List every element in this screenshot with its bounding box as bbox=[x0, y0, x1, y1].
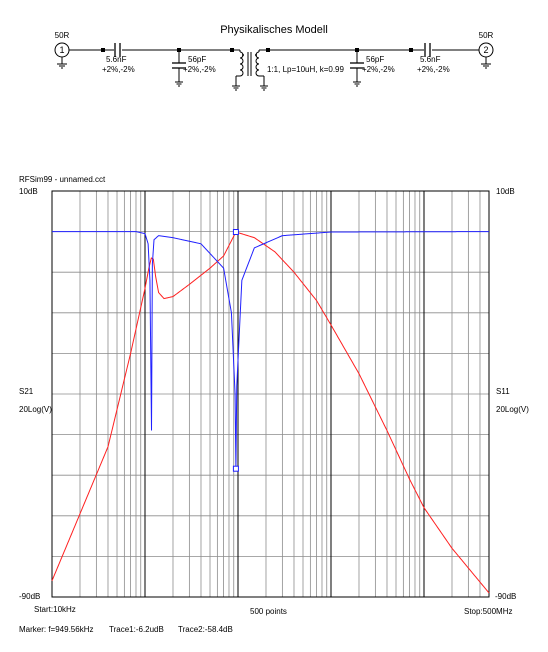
series-line-s11 bbox=[52, 231, 489, 469]
marker-square-trace2 bbox=[232, 465, 239, 472]
port1-ground-icon bbox=[57, 57, 67, 69]
cap-series-left-tolerance: +2%,-2% bbox=[102, 65, 135, 74]
cap-shunt-left-tolerance: +2%,-2% bbox=[183, 65, 216, 74]
cap-shunt-right-tolerance: +2%,-2% bbox=[362, 65, 395, 74]
port2-number: 2 bbox=[483, 45, 488, 55]
right-axis-series-name: S11 bbox=[496, 387, 510, 396]
right-axis-top-label: 10dB bbox=[496, 187, 515, 196]
transformer-label: 1:1, Lp=10uH, k=0.99 bbox=[267, 65, 345, 74]
left-axis-series-name: S21 bbox=[19, 387, 34, 396]
port1-symbol[interactable]: 1 bbox=[54, 42, 70, 58]
series-capacitor-right[interactable] bbox=[424, 43, 431, 57]
cap-series-left-value: 5.6nF bbox=[106, 55, 127, 64]
cap-series-right-tolerance: +2%,-2% bbox=[417, 65, 450, 74]
left-axis-top-label: 10dB bbox=[19, 187, 38, 196]
chart-grid bbox=[52, 191, 489, 597]
sweep-points: 500 points bbox=[250, 607, 287, 616]
port1-impedance: 50R bbox=[55, 31, 70, 40]
port2-ground-icon bbox=[481, 57, 491, 69]
right-axis-bottom-label: -90dB bbox=[495, 592, 516, 601]
chart: RFSim99 - unnamed.cct 10dB -90dB 10dB -9… bbox=[19, 175, 529, 634]
left-axis-bottom-label: -90dB bbox=[19, 592, 40, 601]
shunt-capacitor-right[interactable] bbox=[350, 50, 364, 87]
chart-file-title: RFSim99 - unnamed.cct bbox=[19, 175, 106, 184]
marker-square-trace1 bbox=[232, 229, 239, 236]
transformer-dots bbox=[242, 54, 257, 56]
series-capacitor-left[interactable] bbox=[114, 43, 121, 57]
schematic-title: Physikalisches Modell bbox=[220, 24, 328, 36]
shunt-capacitor-left[interactable] bbox=[172, 50, 186, 87]
cap-series-right-value: 5.6nF bbox=[420, 55, 441, 64]
schematic: Physikalisches Modell 50R 1 50R 2 bbox=[54, 24, 494, 91]
plot-frame bbox=[51, 190, 490, 598]
cap-shunt-right-value: 56pF bbox=[366, 55, 384, 64]
trace1-readout: Trace1:-6.2udB bbox=[109, 625, 164, 634]
transformer-icon[interactable] bbox=[232, 49, 268, 91]
cap-shunt-left-value: 56pF bbox=[188, 55, 206, 64]
port2-impedance: 50R bbox=[479, 31, 494, 40]
sweep-stop: Stop:500MHz bbox=[464, 607, 512, 616]
marker-frequency: Marker: f=949.56kHz bbox=[19, 625, 93, 634]
port1-number: 1 bbox=[59, 45, 64, 55]
left-axis-unit: 20Log(V) bbox=[19, 405, 52, 414]
right-axis-unit: 20Log(V) bbox=[496, 405, 529, 414]
port2-symbol[interactable]: 2 bbox=[478, 42, 494, 58]
trace-markers bbox=[232, 229, 239, 472]
sweep-start: Start:10kHz bbox=[34, 605, 76, 614]
series-line-s21 bbox=[51, 231, 490, 594]
trace2-readout: Trace2:-58.4dB bbox=[178, 625, 233, 634]
